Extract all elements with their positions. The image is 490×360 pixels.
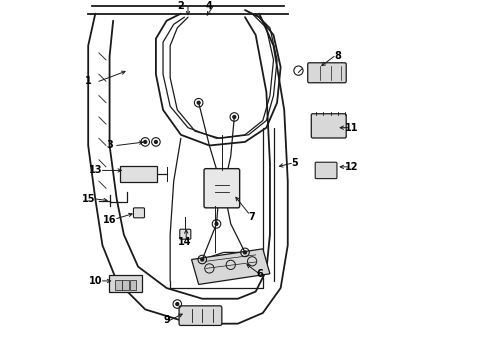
Circle shape bbox=[144, 140, 147, 143]
Text: 5: 5 bbox=[292, 158, 298, 168]
FancyBboxPatch shape bbox=[122, 280, 129, 290]
Text: 14: 14 bbox=[178, 237, 191, 247]
Text: 8: 8 bbox=[334, 51, 341, 61]
Text: 6: 6 bbox=[256, 269, 263, 279]
Circle shape bbox=[176, 303, 179, 306]
Circle shape bbox=[201, 258, 204, 261]
Text: 1: 1 bbox=[85, 76, 92, 86]
Text: 7: 7 bbox=[249, 212, 255, 222]
Circle shape bbox=[233, 116, 236, 118]
FancyBboxPatch shape bbox=[133, 208, 145, 218]
FancyBboxPatch shape bbox=[115, 280, 122, 290]
Text: 9: 9 bbox=[163, 315, 170, 325]
Text: 10: 10 bbox=[89, 276, 102, 286]
FancyBboxPatch shape bbox=[109, 275, 143, 292]
Text: 3: 3 bbox=[106, 140, 113, 150]
Text: 4: 4 bbox=[206, 1, 213, 12]
Text: 11: 11 bbox=[345, 123, 359, 132]
Text: 16: 16 bbox=[103, 215, 116, 225]
Text: 15: 15 bbox=[81, 194, 95, 204]
Circle shape bbox=[215, 222, 218, 225]
Polygon shape bbox=[192, 249, 270, 284]
FancyBboxPatch shape bbox=[129, 280, 136, 290]
FancyBboxPatch shape bbox=[315, 162, 337, 179]
Text: 2: 2 bbox=[177, 1, 184, 12]
FancyBboxPatch shape bbox=[204, 168, 240, 208]
FancyBboxPatch shape bbox=[308, 63, 346, 83]
Text: 12: 12 bbox=[345, 162, 359, 172]
Circle shape bbox=[197, 101, 200, 104]
FancyBboxPatch shape bbox=[179, 306, 222, 325]
FancyBboxPatch shape bbox=[311, 114, 346, 138]
Circle shape bbox=[244, 251, 246, 254]
FancyBboxPatch shape bbox=[180, 229, 191, 239]
Text: 13: 13 bbox=[89, 166, 102, 175]
FancyBboxPatch shape bbox=[120, 166, 157, 182]
Circle shape bbox=[154, 140, 157, 143]
